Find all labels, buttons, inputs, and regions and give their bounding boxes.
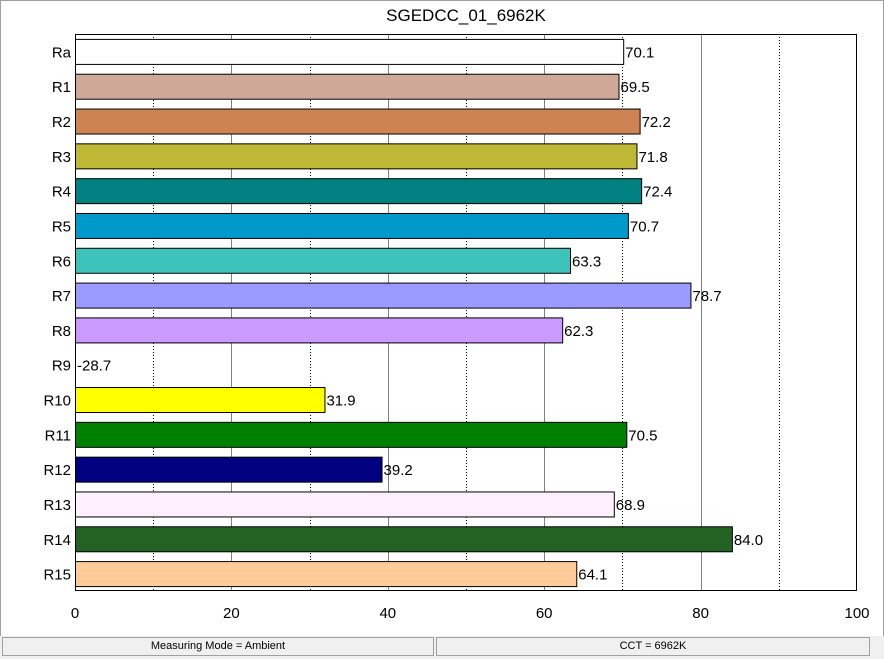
x-tick-label: 100 — [844, 605, 869, 622]
data-label: 31.9 — [326, 393, 355, 410]
bar — [75, 561, 578, 588]
bar — [75, 526, 733, 553]
bar — [75, 73, 620, 100]
category-label: R2 — [52, 114, 71, 131]
data-label: 78.7 — [692, 288, 721, 305]
category-label: R13 — [43, 497, 71, 514]
category-label: R11 — [45, 427, 71, 444]
data-label: 64.1 — [578, 567, 607, 584]
data-label: 68.9 — [616, 497, 645, 514]
category-label: R8 — [52, 323, 71, 340]
data-label: 71.8 — [638, 149, 667, 166]
category-label: R1 — [52, 79, 71, 96]
bar — [75, 212, 629, 239]
chart-title: SGEDCC_01_6962K — [386, 6, 546, 25]
x-tick-label: 60 — [536, 605, 553, 622]
category-label: R7 — [52, 288, 71, 305]
category-label: R4 — [52, 184, 71, 201]
bar — [75, 456, 383, 483]
bar — [75, 421, 628, 448]
bar — [75, 317, 564, 344]
status-cct: CCT = 6962K — [436, 637, 870, 656]
data-label: 70.1 — [625, 44, 654, 61]
x-tick-label: 20 — [223, 605, 240, 622]
x-tick-label: 80 — [692, 605, 709, 622]
status-measuring-mode: Measuring Mode = Ambient — [2, 637, 434, 656]
category-label: R3 — [52, 149, 71, 166]
data-label: 62.3 — [564, 323, 593, 340]
data-label: 70.5 — [628, 427, 657, 444]
bar — [75, 282, 692, 309]
bar — [75, 247, 572, 274]
bar — [75, 178, 643, 205]
category-label: R6 — [52, 253, 71, 270]
bar — [75, 387, 326, 414]
category-label: Ra — [52, 44, 72, 61]
data-label: -28.7 — [77, 358, 111, 375]
category-label: R5 — [52, 218, 71, 235]
data-label: 72.2 — [642, 114, 671, 131]
x-tick-label: 40 — [379, 605, 396, 622]
plot-border — [75, 34, 857, 591]
category-label: R14 — [43, 532, 71, 549]
data-label: 84.0 — [734, 532, 763, 549]
x-tick-label: 0 — [71, 605, 79, 622]
data-label: 70.7 — [630, 218, 659, 235]
data-label: 39.2 — [384, 462, 413, 479]
category-label: R15 — [43, 567, 71, 584]
data-label: 63.3 — [572, 253, 601, 270]
bar — [75, 108, 641, 135]
status-bar: Measuring Mode = Ambient CCT = 6962K — [0, 636, 884, 659]
chart-frame: SGEDCC_01_6962K 0 20 40 60 80 100 Ra 70.1 R1 69.5 R… — [0, 0, 884, 637]
bar-chart: SGEDCC_01_6962K 0 20 40 60 80 100 Ra 70.1 R1 69.5 R… — [43, 6, 869, 622]
category-label: R12 — [43, 462, 71, 479]
category-label: R10 — [43, 393, 71, 410]
category-label: R9 — [52, 358, 71, 375]
bar — [75, 143, 638, 170]
data-label: 69.5 — [620, 79, 649, 96]
data-label: 72.4 — [643, 184, 672, 201]
bar — [75, 491, 615, 518]
bar — [75, 38, 625, 65]
